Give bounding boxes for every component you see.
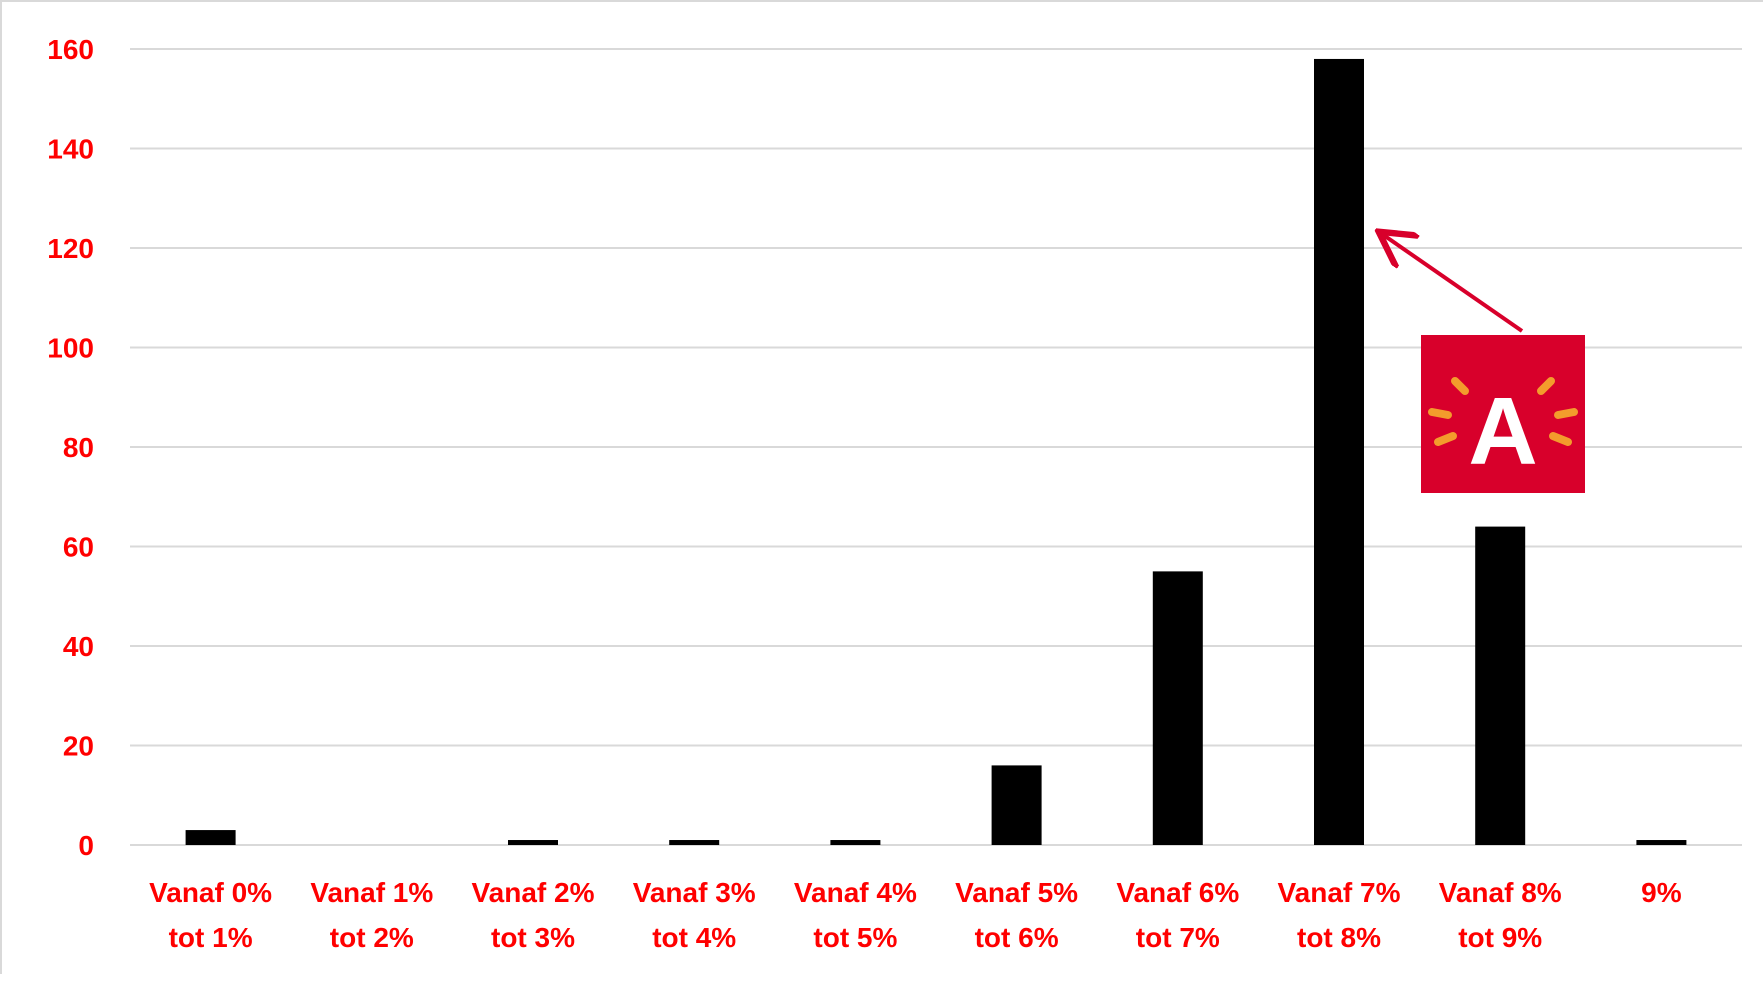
antwerp-logo-icon: A [1421, 335, 1585, 493]
y-tick-label: 100 [47, 333, 94, 364]
y-tick-label: 0 [78, 830, 94, 861]
annotation-arrow [1382, 234, 1524, 333]
y-tick-label: 140 [47, 134, 94, 165]
y-tick-label: 160 [47, 34, 94, 65]
gridlines [130, 48, 1742, 846]
y-tick-label: 120 [47, 233, 94, 264]
x-tick-label: Vanaf 7% tot 8% [1278, 877, 1401, 953]
x-tick-label: Vanaf 2% tot 3% [472, 877, 595, 953]
y-axis-tick-labels: 0 20 40 60 80 100 120 140 160 [47, 34, 94, 861]
y-tick-label: 20 [63, 731, 94, 762]
y-tick-label: 40 [63, 631, 94, 662]
logo-letter: A [1468, 378, 1537, 485]
x-tick-label: Vanaf 6% tot 7% [1116, 877, 1239, 953]
bar-8 [1475, 526, 1526, 845]
x-tick-label: Vanaf 5% tot 6% [955, 877, 1078, 953]
bar-7 [1314, 58, 1364, 845]
bar-2 [508, 840, 558, 845]
bar-0 [185, 830, 236, 845]
bar-6 [1152, 571, 1203, 845]
x-axis-tick-labels: Vanaf 0% tot 1% Vanaf 1% tot 2% Vanaf 2% tot … [149, 877, 1682, 953]
x-tick-label: Vanaf 8% tot 9% [1439, 877, 1562, 953]
bar-3 [669, 840, 720, 845]
x-tick-label: Vanaf 3% tot 4% [633, 877, 756, 953]
annotation: A [1382, 234, 1585, 493]
bars [185, 58, 1687, 845]
x-tick-label: 9% [1641, 877, 1682, 908]
x-tick-label: Vanaf 0% tot 1% [149, 877, 272, 953]
x-tick-label: Vanaf 1% tot 2% [310, 877, 433, 953]
y-tick-label: 80 [63, 432, 94, 463]
bar-5 [991, 765, 1042, 845]
x-tick-label: Vanaf 4% tot 5% [794, 877, 917, 953]
y-tick-label: 60 [63, 532, 94, 563]
bar-4 [830, 840, 881, 845]
bar-9 [1636, 840, 1687, 845]
